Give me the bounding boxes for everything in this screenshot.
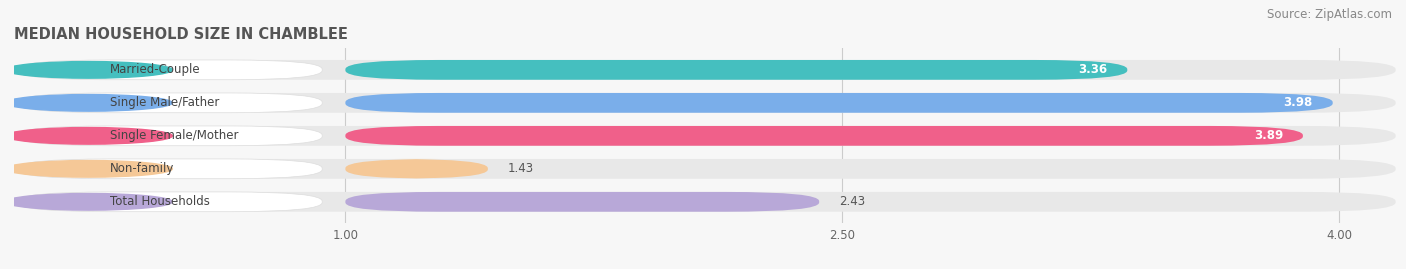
Text: 3.98: 3.98 (1284, 96, 1313, 109)
FancyBboxPatch shape (346, 60, 1128, 80)
FancyBboxPatch shape (346, 192, 820, 212)
Circle shape (6, 62, 173, 78)
Text: 3.89: 3.89 (1254, 129, 1284, 142)
Circle shape (6, 128, 173, 144)
Text: Non-family: Non-family (110, 162, 174, 175)
Text: Married-Couple: Married-Couple (110, 63, 201, 76)
Text: Single Female/Mother: Single Female/Mother (110, 129, 239, 142)
FancyBboxPatch shape (17, 126, 322, 146)
FancyBboxPatch shape (17, 93, 1396, 113)
FancyBboxPatch shape (17, 93, 322, 113)
Circle shape (6, 94, 173, 111)
Text: 1.43: 1.43 (508, 162, 534, 175)
FancyBboxPatch shape (346, 93, 1333, 113)
FancyBboxPatch shape (17, 159, 1396, 179)
FancyBboxPatch shape (346, 126, 1303, 146)
Text: Single Male/Father: Single Male/Father (110, 96, 219, 109)
FancyBboxPatch shape (17, 126, 1396, 146)
Circle shape (6, 161, 173, 177)
Text: MEDIAN HOUSEHOLD SIZE IN CHAMBLEE: MEDIAN HOUSEHOLD SIZE IN CHAMBLEE (14, 27, 347, 42)
Text: Source: ZipAtlas.com: Source: ZipAtlas.com (1267, 8, 1392, 21)
Text: Total Households: Total Households (110, 195, 209, 208)
Text: 3.36: 3.36 (1078, 63, 1108, 76)
Circle shape (6, 193, 173, 210)
Text: 2.43: 2.43 (839, 195, 865, 208)
FancyBboxPatch shape (17, 192, 322, 212)
FancyBboxPatch shape (17, 159, 322, 179)
FancyBboxPatch shape (17, 60, 1396, 80)
FancyBboxPatch shape (346, 159, 488, 179)
FancyBboxPatch shape (17, 192, 1396, 212)
FancyBboxPatch shape (17, 60, 322, 80)
